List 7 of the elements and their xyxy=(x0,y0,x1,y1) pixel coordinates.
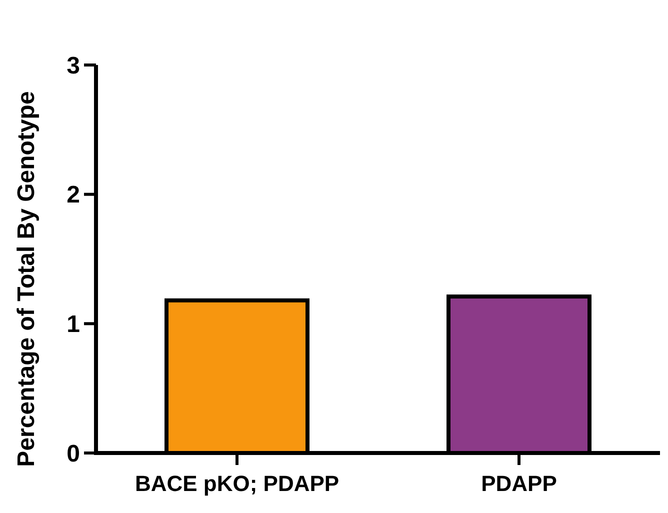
y-tick-label: 2 xyxy=(66,182,80,209)
x-tick-label: BACE pKO; PDAPP xyxy=(134,471,340,496)
y-axis-title: Percentage of Total By Genotype xyxy=(13,91,40,467)
y-tick-label: 3 xyxy=(66,52,80,80)
x-tick-label: PDAPP xyxy=(481,471,557,496)
y-tick-label: 0 xyxy=(66,440,80,468)
y-tick-label: 1 xyxy=(66,311,80,338)
